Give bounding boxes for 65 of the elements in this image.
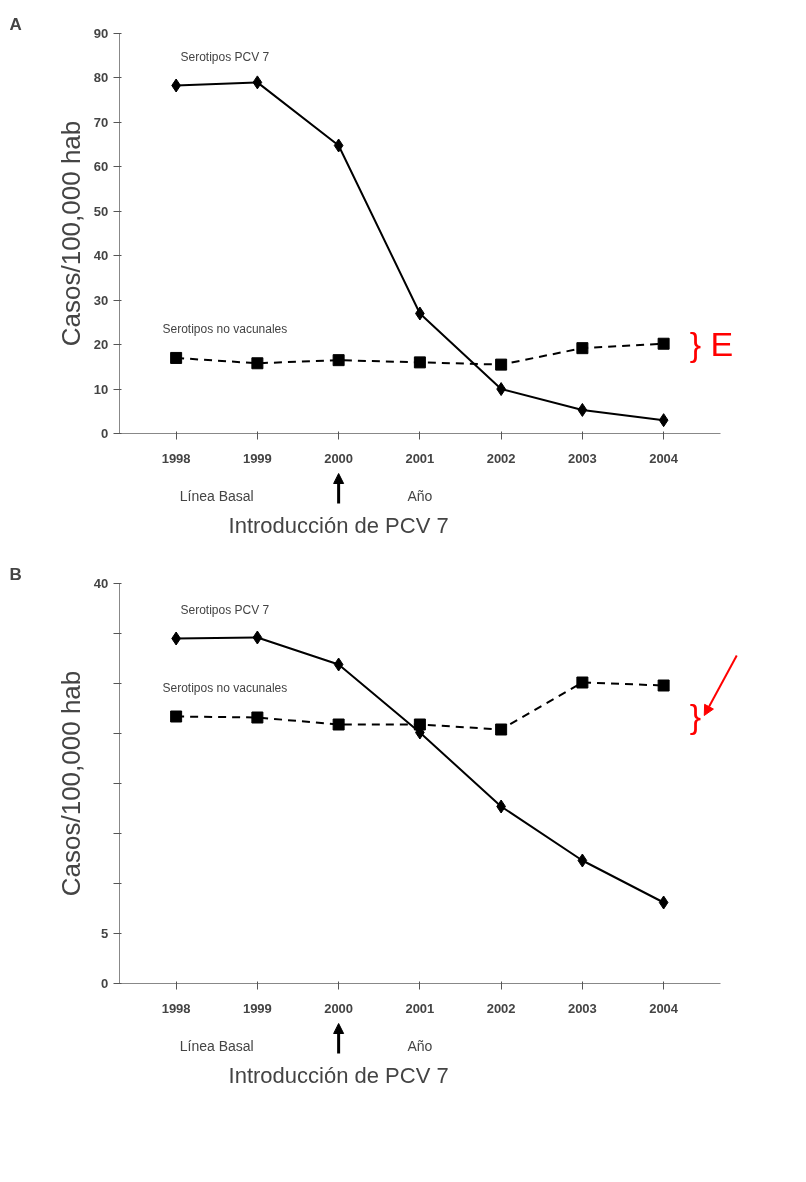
point [495,723,508,736]
point [576,342,589,355]
x-tick-label: 2003 [567,450,597,466]
x-tick-label: 2000 [324,1000,354,1016]
point [576,676,589,689]
text: B [9,564,22,584]
point [252,630,263,645]
point [658,895,669,910]
text: Línea Basal [179,1037,254,1054]
x-tick-label: 1999 [242,450,272,466]
series-label: Serotipos PCV 7 [180,602,270,617]
text: A [9,14,22,34]
y-tick-label: 90 [93,26,109,41]
x-tick-label: 2000 [324,450,354,466]
point [658,413,669,428]
x-tick-label: 1998 [161,1000,191,1016]
text: Introducción de PCV 7 [228,1063,449,1088]
x-tick-label: 2003 [567,1000,597,1016]
y-tick-label: 10 [93,381,109,397]
x-axis-title: Año [407,487,433,504]
point [577,402,588,417]
y-tick-label: 0 [101,976,109,991]
point [333,138,344,153]
y-tick-label: 5 [101,926,109,941]
point [413,356,426,369]
point [332,354,345,367]
point [657,679,670,692]
point [413,718,426,731]
point [251,357,264,370]
annotation: } E [689,324,734,363]
x-tick-label: 2001 [405,450,435,466]
x-tick-label: 2002 [486,1000,516,1016]
point [252,75,263,90]
x-tick-label: 2001 [405,1000,435,1016]
series-label: Serotipos no vacunales [162,680,288,695]
point [332,718,345,731]
y-tick-label: 80 [93,70,109,86]
x-tick-label: 2004 [649,450,679,466]
y-tick-label: 60 [93,159,109,175]
y-tick-label: 40 [93,248,109,264]
series-label: Serotipos no vacunales [162,321,288,336]
point [495,358,508,371]
y-tick-label: 30 [93,292,109,308]
x-tick-label: 1999 [242,1000,272,1016]
text: Introducción de PCV 7 [228,513,449,538]
text: Línea Basal [179,487,254,504]
point [333,657,344,672]
y-tick-label: 20 [93,337,109,353]
point [170,710,183,723]
x-tick-label: 2002 [486,450,516,466]
x-axis-title: Año [407,1037,433,1054]
x-tick-label: 2004 [649,1000,679,1016]
y-tick-label: 0 [101,426,109,441]
point [577,853,588,868]
y-axis-title: Casos/100,000 hab [56,670,87,897]
y-tick-label: 50 [93,203,109,219]
series-label: Serotipos PCV 7 [180,49,270,64]
y-axis-title: Casos/100,000 hab [56,120,87,347]
y-tick-label: 70 [93,114,109,130]
annotation: } [689,696,701,735]
point [251,711,264,724]
point [170,351,183,364]
y-tick-label: 40 [93,576,109,591]
point [657,337,670,350]
x-tick-label: 1998 [161,450,191,466]
